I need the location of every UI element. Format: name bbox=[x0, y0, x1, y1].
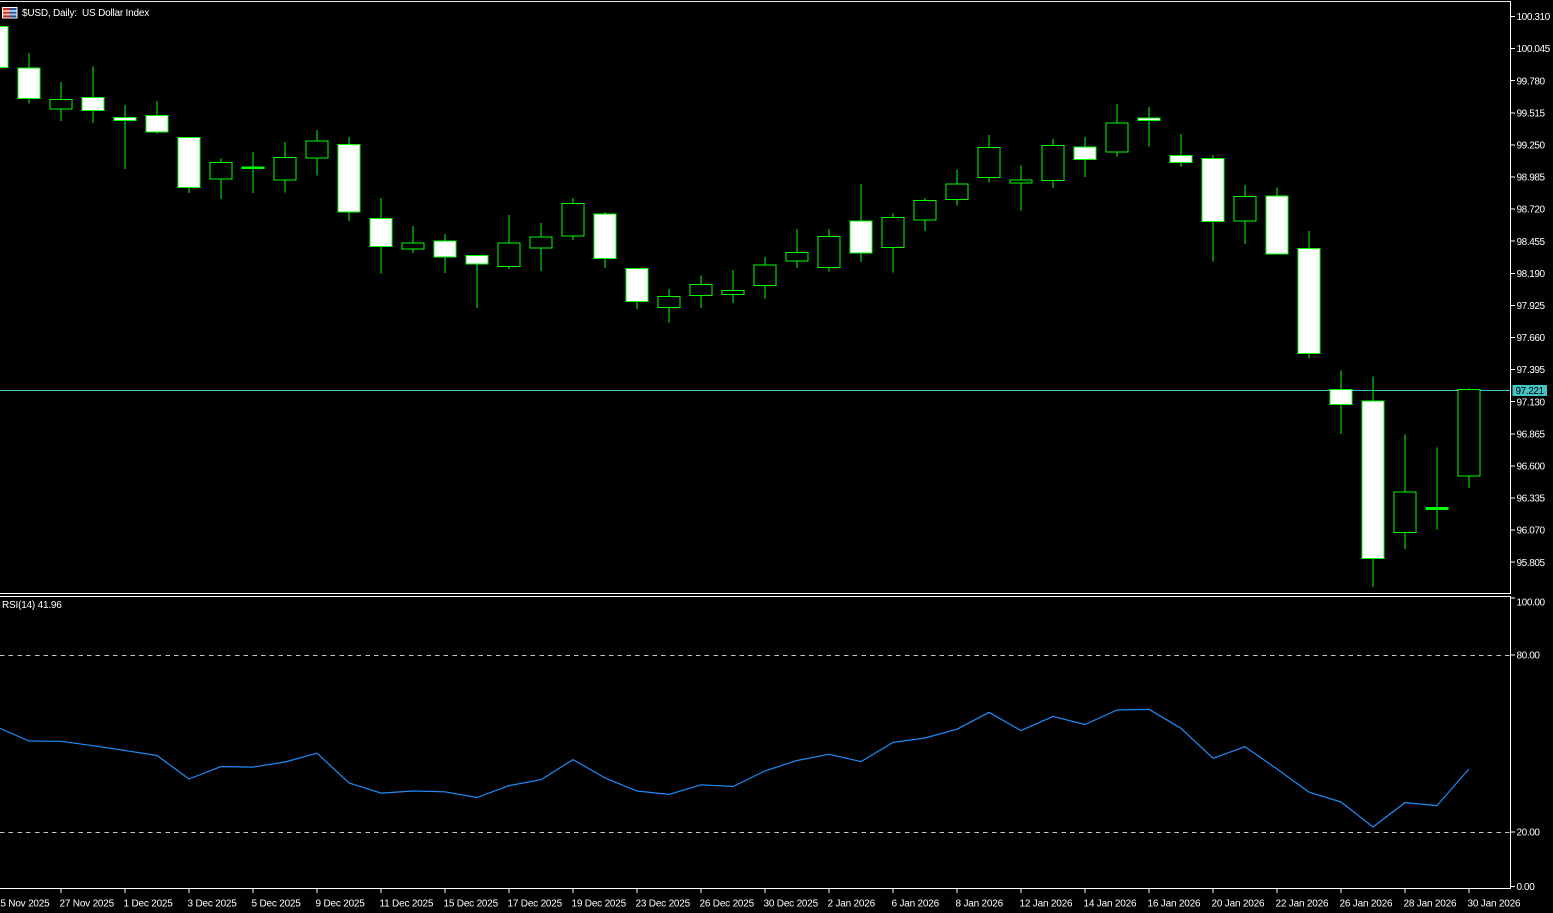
svg-text:11 Dec 2025: 11 Dec 2025 bbox=[380, 899, 434, 910]
svg-text:RSI(14) 41.96: RSI(14) 41.96 bbox=[2, 600, 62, 611]
svg-text:100.045: 100.045 bbox=[1517, 44, 1551, 55]
svg-text:97.130: 97.130 bbox=[1517, 397, 1546, 408]
svg-text:30 Jan 2026: 30 Jan 2026 bbox=[1468, 899, 1521, 910]
svg-text:98.985: 98.985 bbox=[1517, 173, 1546, 184]
svg-text:23 Dec 2025: 23 Dec 2025 bbox=[636, 899, 691, 910]
svg-text:98.455: 98.455 bbox=[1517, 237, 1546, 248]
svg-text:96.335: 96.335 bbox=[1517, 494, 1546, 505]
svg-text:22 Jan 2026: 22 Jan 2026 bbox=[1276, 899, 1329, 910]
svg-text:26 Jan 2026: 26 Jan 2026 bbox=[1340, 899, 1393, 910]
svg-text:97.395: 97.395 bbox=[1517, 365, 1546, 376]
svg-text:28 Jan 2026: 28 Jan 2026 bbox=[1404, 899, 1457, 910]
svg-text:26 Dec 2025: 26 Dec 2025 bbox=[700, 899, 755, 910]
svg-text:6 Jan 2026: 6 Jan 2026 bbox=[892, 899, 940, 910]
svg-text:9 Dec 2025: 9 Dec 2025 bbox=[316, 899, 366, 910]
svg-text:8 Jan 2026: 8 Jan 2026 bbox=[956, 899, 1004, 910]
svg-text:0.00: 0.00 bbox=[1517, 882, 1536, 893]
svg-text:96.600: 96.600 bbox=[1517, 462, 1546, 473]
svg-text:$USD, Daily: US Dollar Index: $USD, Daily: US Dollar Index bbox=[22, 8, 149, 19]
svg-text:97.925: 97.925 bbox=[1517, 301, 1546, 312]
svg-text:80.00: 80.00 bbox=[1517, 651, 1541, 662]
svg-text:19 Dec 2025: 19 Dec 2025 bbox=[572, 899, 627, 910]
svg-text:100.310: 100.310 bbox=[1517, 12, 1551, 23]
svg-text:17 Dec 2025: 17 Dec 2025 bbox=[508, 899, 563, 910]
svg-text:97.660: 97.660 bbox=[1517, 333, 1546, 344]
svg-text:96.865: 96.865 bbox=[1517, 429, 1546, 440]
svg-text:99.780: 99.780 bbox=[1517, 76, 1546, 87]
svg-text:96.070: 96.070 bbox=[1517, 526, 1546, 537]
svg-text:98.720: 98.720 bbox=[1517, 205, 1546, 216]
svg-text:25 Nov 2025: 25 Nov 2025 bbox=[0, 899, 50, 910]
svg-text:14 Jan 2026: 14 Jan 2026 bbox=[1084, 899, 1137, 910]
svg-text:98.190: 98.190 bbox=[1517, 269, 1546, 280]
svg-text:27 Nov 2025: 27 Nov 2025 bbox=[60, 899, 115, 910]
svg-text:2 Jan 2026: 2 Jan 2026 bbox=[828, 899, 876, 910]
svg-text:1 Dec 2025: 1 Dec 2025 bbox=[124, 899, 174, 910]
svg-text:3 Dec 2025: 3 Dec 2025 bbox=[188, 899, 238, 910]
svg-text:95.805: 95.805 bbox=[1517, 558, 1546, 569]
svg-text:99.250: 99.250 bbox=[1517, 141, 1546, 152]
svg-text:20.00: 20.00 bbox=[1517, 828, 1541, 839]
svg-text:15 Dec 2025: 15 Dec 2025 bbox=[444, 899, 499, 910]
svg-text:16 Jan 2026: 16 Jan 2026 bbox=[1148, 899, 1201, 910]
svg-text:99.515: 99.515 bbox=[1517, 108, 1546, 119]
svg-text:100.00: 100.00 bbox=[1517, 598, 1546, 609]
svg-text:30 Dec 2025: 30 Dec 2025 bbox=[764, 899, 819, 910]
svg-text:12 Jan 2026: 12 Jan 2026 bbox=[1020, 899, 1073, 910]
svg-text:97.221: 97.221 bbox=[1516, 386, 1545, 397]
svg-text:20 Jan 2026: 20 Jan 2026 bbox=[1212, 899, 1265, 910]
svg-text:5 Dec 2025: 5 Dec 2025 bbox=[252, 899, 302, 910]
